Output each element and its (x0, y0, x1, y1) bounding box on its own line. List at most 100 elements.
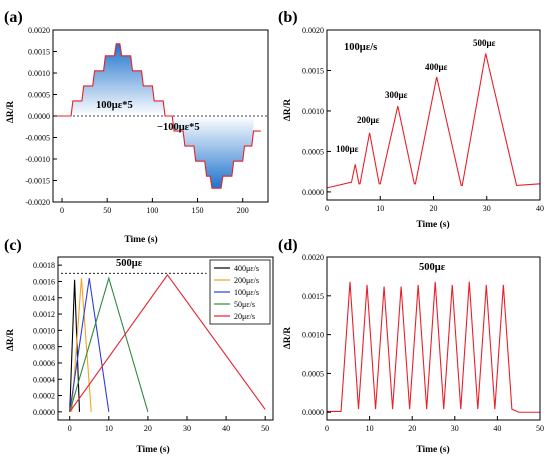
x-tick-label: 20 (144, 424, 152, 433)
y-tick-label: 0.0010 (28, 69, 50, 78)
panel-d-x-ticks: 0 10 20 30 40 50 (325, 416, 544, 433)
x-tick-label: 0 (68, 424, 72, 433)
y-tick-label: 0.0000 (33, 408, 55, 417)
panel-a-label: (a) (4, 9, 23, 26)
panel-d-ylabel: ΔR/R (283, 327, 293, 349)
y-tick-label: 0.0016 (33, 277, 55, 286)
panel-a-positive-fill (71, 43, 166, 117)
panel-a: 0 50 100 150 200 -0.0020 -0.0015 -0.0010 -0.000… (6, 26, 269, 245)
x-tick-label: 50 (536, 424, 544, 433)
panel-b-annotation-300: 300με (385, 90, 408, 100)
panel-b-ylabel: ΔR/R (283, 99, 293, 121)
y-tick-label: 0.0004 (33, 375, 55, 384)
y-tick-label: 0.0000 (302, 408, 324, 417)
series-line-400s (69, 279, 81, 412)
legend-label: 200με/s (234, 276, 259, 285)
y-tick-label: -0.0010 (25, 155, 50, 164)
y-tick-label: 0.0012 (33, 310, 55, 319)
x-tick-label: 100 (146, 206, 158, 215)
series-line-0 (53, 43, 261, 189)
y-tick-label: 0.0015 (302, 292, 324, 301)
y-tick-label: 0.0020 (302, 253, 324, 262)
panel-d-frame (326, 256, 541, 421)
y-tick-label: 0.0015 (302, 66, 324, 75)
panel-b-annotation-500: 500με (473, 38, 496, 48)
y-tick-label: 0.0006 (33, 359, 55, 368)
panel-a-annotation-negative: −100με*5 (157, 122, 200, 133)
panel-a-x-ticks: 0 50 100 150 200 (60, 198, 249, 215)
y-tick-label: 0.0020 (302, 26, 324, 35)
y-tick-label: -0.0005 (25, 134, 50, 143)
panel-a-negative-fill (172, 116, 254, 189)
x-tick-label: 50 (261, 424, 269, 433)
x-tick-label: 200 (237, 206, 249, 215)
series-line-0 (326, 53, 541, 189)
x-tick-label: 20 (430, 204, 438, 213)
panel-b-annotation-200: 200με (357, 115, 380, 125)
x-tick-label: 40 (493, 424, 501, 433)
x-tick-label: 150 (192, 206, 204, 215)
panel-d: 0 10 20 30 40 50 0.00000.00050.00100.00150.00… (283, 253, 544, 455)
panel-c-series (69, 273, 266, 413)
x-tick-label: 0 (60, 206, 64, 215)
panel-c-y-ticks: 0.0000 0.0002 0.0004 0.0006 0.0008 0.0010 0.00… (33, 261, 62, 417)
legend-label: 50με/s (234, 300, 255, 309)
x-tick-label: 0 (325, 424, 329, 433)
y-tick-label: 0.0005 (28, 91, 50, 100)
x-tick-label: 0 (325, 204, 329, 213)
x-tick-label: 30 (451, 424, 459, 433)
panel-b-annotation-rate: 100με/s (344, 42, 377, 53)
panel-c-x-ticks: 0 10 20 30 40 50 (68, 416, 269, 433)
y-tick-label: 0.0008 (33, 343, 55, 352)
panel-c-annotation: 500με (116, 258, 143, 269)
x-tick-label: 40 (222, 424, 230, 433)
y-tick-label: -0.0015 (25, 177, 50, 186)
x-tick-label: 30 (183, 424, 191, 433)
panel-a-fill (71, 43, 254, 189)
x-tick-label: 10 (105, 424, 113, 433)
panel-b-x-ticks: 0 10 20 30 40 (325, 196, 544, 213)
panel-a-ylabel: ΔR/R (6, 101, 16, 123)
panel-d-xlabel: Time (s) (416, 444, 449, 455)
x-tick-label: 50 (103, 206, 111, 215)
y-tick-label: 0.0000 (302, 188, 324, 197)
panel-b-xlabel: Time (s) (416, 219, 449, 230)
legend-label: 20με/s (234, 312, 255, 321)
y-tick-label: 0.0015 (28, 48, 50, 57)
panel-b: 0 10 20 30 40 0.0000 0.0005 0.0010 0.0015 0.0020… (283, 26, 544, 230)
y-tick-label: 0.0002 (33, 392, 55, 401)
y-tick-label: 0.0005 (302, 369, 324, 378)
panel-c-xlabel: Time (s) (136, 444, 169, 455)
y-tick-label: 0.0005 (302, 147, 324, 156)
series-line-100s (69, 278, 110, 412)
series-line-200s (71, 278, 92, 412)
panel-a-y-ticks: -0.0020 -0.0015 -0.0010 -0.0005 0.0000 0.0005… (25, 26, 57, 207)
y-tick-label: 0.0010 (33, 326, 55, 335)
panel-c: 0 10 20 30 40 50 0.00000.00020.00040.00060.00… (6, 256, 274, 455)
panel-b-y-ticks: 0.0000 0.0005 0.0010 0.0015 0.0020 (302, 26, 331, 197)
panel-d-annotation: 500με (419, 262, 446, 273)
x-tick-label: 10 (366, 424, 374, 433)
panel-b-series (326, 53, 541, 189)
series-line-50s (69, 276, 149, 413)
x-tick-label: 40 (536, 204, 544, 213)
x-tick-label: 10 (376, 204, 384, 213)
panel-d-series (327, 281, 540, 413)
y-tick-label: 0.0018 (33, 261, 55, 270)
y-tick-label: 0.0000 (28, 112, 50, 121)
panel-c-frame (57, 256, 274, 421)
panel-d-y-ticks: 0.0000 0.0005 0.0010 0.0015 0.0020 (302, 253, 331, 417)
panel-b-annotation-400: 400με (425, 62, 448, 72)
panel-b-annotation-100: 100με (336, 144, 359, 154)
panel-c-legend: 400με/s 200με/s 100με/s 50με/s 20με/s (209, 259, 271, 325)
series-line-20s (69, 273, 266, 413)
legend-label: 400με/s (234, 264, 259, 273)
series-line-0 (327, 281, 540, 413)
y-tick-label: 0.0010 (302, 331, 324, 340)
legend-label: 100με/s (234, 288, 259, 297)
panel-c-label: (c) (4, 237, 22, 254)
y-tick-label: 0.0014 (33, 294, 55, 303)
panel-a-xlabel: Time (s) (124, 234, 157, 245)
x-tick-label: 30 (483, 204, 491, 213)
